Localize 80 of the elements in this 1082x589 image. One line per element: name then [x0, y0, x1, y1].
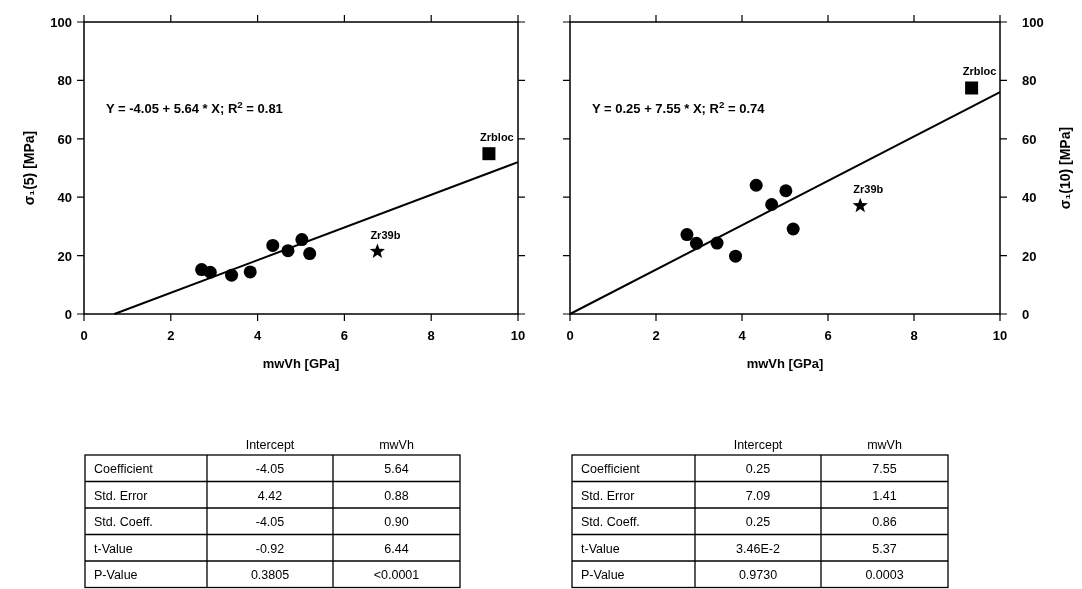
x-axis-title: mwVh [GPa] — [262, 356, 340, 371]
x-tick-label: 8 — [427, 328, 435, 343]
text: 3.46E-2 — [736, 541, 780, 556]
y2-tick-label: 60 — [1022, 131, 1037, 147]
point — [266, 238, 280, 252]
point — [482, 147, 496, 161]
y2-axis-title: σ₁(10) [MPa] — [1057, 126, 1073, 210]
category-label: Intercept — [245, 438, 295, 452]
category-label: Coefficient — [94, 462, 153, 476]
text: -4.05 — [255, 462, 285, 476]
text: 0.0003 — [865, 568, 904, 582]
text: 0.3805 — [250, 568, 290, 582]
point — [749, 178, 763, 192]
x-axis-title: mwVh [GPa] — [746, 356, 824, 371]
text: 5.64 — [384, 462, 409, 476]
point — [779, 184, 793, 198]
y-axis-title: σ₁(5) [MPa] — [21, 130, 37, 206]
y2-tick-label: 80 — [1022, 73, 1037, 89]
y2-tick-label: 40 — [1022, 190, 1037, 206]
x-tick-label: 6 — [824, 328, 832, 343]
x-tick-label: 4 — [253, 328, 262, 343]
y2-tick-label: 20 — [1022, 248, 1037, 264]
x-tick-label: 2 — [652, 328, 660, 343]
text: -0.92 — [255, 541, 285, 556]
category-label: mwVh — [867, 438, 902, 452]
annotation: Zrbloc — [962, 64, 997, 77]
category-label: t-Value — [94, 541, 133, 556]
category-label: t-Value — [581, 541, 620, 556]
text: 6.44 — [384, 541, 409, 556]
x-tick-label: 0 — [566, 328, 574, 343]
category-label: Std. Coeff. — [94, 515, 153, 529]
x-tick-label: 4 — [738, 328, 747, 343]
category-label: Coefficient — [581, 462, 640, 476]
y-tick-label: 0 — [64, 307, 72, 322]
y-tick-label: 20 — [57, 248, 72, 264]
category-label: Std. Error — [94, 488, 148, 503]
y-tick-label: 60 — [57, 131, 72, 147]
point — [303, 247, 317, 261]
y2-tick-label: 0 — [1022, 307, 1030, 322]
text: <0.0001 — [373, 568, 420, 582]
category-label: P-Value — [581, 568, 625, 582]
point — [852, 197, 868, 213]
text: 0.25 — [745, 462, 771, 476]
text: 4.42 — [257, 488, 283, 503]
point — [243, 265, 257, 279]
category-label: P-Value — [94, 568, 138, 582]
annotation: Zrbloc — [480, 130, 514, 143]
text: 0.9730 — [738, 568, 778, 582]
text: 5.37 — [872, 541, 897, 556]
annotation: Zr39b — [853, 182, 884, 195]
x-tick-label: 6 — [340, 328, 349, 343]
annotation: Zr39b — [370, 228, 401, 241]
point — [729, 249, 743, 263]
text: 7.09 — [745, 488, 771, 503]
text: 1.41 — [872, 488, 897, 503]
text: 0.88 — [384, 488, 409, 503]
text: 7.55 — [872, 462, 897, 476]
text: 0.25 — [745, 515, 771, 529]
y2-tick-label: 100 — [1022, 15, 1044, 30]
point — [786, 222, 800, 236]
text: 0.90 — [384, 515, 409, 529]
text: 0.86 — [872, 515, 897, 529]
y-tick-label: 100 — [50, 15, 72, 30]
y-tick-label: 40 — [57, 190, 72, 206]
text: -4.05 — [255, 515, 285, 529]
category-label: Intercept — [733, 438, 783, 452]
category-label: Std. Error — [581, 488, 635, 503]
point — [369, 243, 385, 258]
category-label: Std. Coeff. — [581, 515, 640, 529]
x-tick-label: 10 — [510, 328, 526, 343]
category-label: mwVh — [379, 438, 414, 452]
point — [680, 228, 694, 242]
x-tick-label: 10 — [992, 328, 1008, 343]
point — [965, 81, 979, 95]
x-tick-label: 8 — [910, 328, 918, 343]
annotation: Y = -4.05 + 5.64 * X; R$^{2}$ = 0.81 — [106, 98, 283, 116]
y-tick-label: 80 — [57, 73, 72, 89]
annotation: Y = 0.25 + 7.55 * X; R$^{2}$ = 0.74 — [592, 98, 766, 116]
x-tick-label: 2 — [167, 328, 175, 343]
x-tick-label: 0 — [80, 328, 88, 343]
